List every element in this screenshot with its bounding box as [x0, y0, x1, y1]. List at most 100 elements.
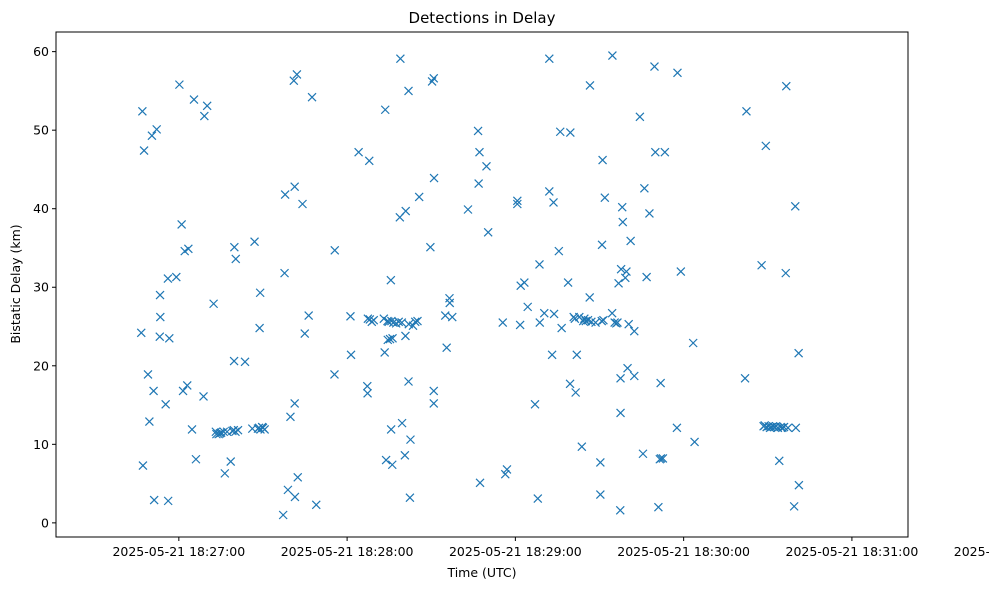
data-point	[199, 111, 209, 121]
data-point	[512, 199, 522, 209]
data-point	[547, 350, 557, 360]
data-point	[400, 450, 410, 460]
data-point	[330, 370, 339, 379]
data-point	[202, 101, 212, 111]
data-point	[300, 329, 310, 339]
data-point	[616, 264, 626, 274]
y-tick-label: 40	[33, 201, 49, 216]
data-point	[149, 386, 159, 396]
data-point	[790, 201, 800, 211]
data-point	[595, 490, 605, 500]
x-tick-label: 2025-05-21 18:30:00	[617, 544, 750, 559]
data-point	[483, 227, 493, 237]
data-point	[187, 424, 197, 434]
data-point	[231, 427, 240, 437]
data-point	[280, 268, 289, 278]
y-axis-label: Bistatic Delay (km)	[8, 224, 23, 343]
data-point	[639, 183, 649, 193]
data-point	[354, 147, 364, 157]
data-point	[137, 106, 147, 116]
data-point	[656, 454, 666, 463]
data-point	[386, 424, 396, 434]
data-point	[638, 449, 648, 459]
data-point	[429, 173, 439, 183]
data-point	[255, 323, 265, 333]
data-point	[502, 465, 512, 474]
data-point	[138, 461, 148, 470]
data-point	[410, 317, 420, 327]
x-tick-label: 2025-05-21 18:32:00	[954, 544, 989, 559]
data-point	[191, 454, 201, 464]
data-point	[385, 334, 395, 344]
data-point	[595, 457, 605, 467]
data-point	[255, 288, 265, 298]
data-point	[572, 350, 582, 360]
data-point	[544, 54, 554, 64]
data-point	[597, 240, 607, 250]
data-point	[147, 131, 157, 141]
data-point	[533, 494, 543, 503]
data-point	[475, 147, 484, 157]
data-point	[231, 254, 241, 264]
data-point	[482, 161, 491, 171]
data-point	[278, 510, 288, 520]
data-point	[199, 391, 208, 401]
data-point	[789, 501, 799, 511]
y-tick-label: 0	[41, 515, 49, 530]
plot-frame	[55, 31, 909, 538]
y-tick-label: 20	[33, 358, 49, 373]
data-point	[445, 298, 455, 308]
data-point	[183, 244, 193, 254]
data-point	[346, 311, 355, 321]
data-point	[607, 51, 617, 60]
y-axis: 0 10 20 30 40 50 60	[33, 44, 56, 530]
x-axis-label: Time (UTC)	[446, 565, 516, 580]
data-point	[622, 267, 631, 276]
data-point	[139, 146, 149, 156]
data-point	[292, 69, 302, 79]
data-point	[178, 386, 188, 396]
data-point	[535, 260, 544, 269]
x-axis: 2025-05-21 18:27:00 2025-05-21 18:28:00 20…	[112, 537, 989, 559]
data-point	[512, 196, 522, 206]
data-point	[519, 278, 529, 287]
data-point	[164, 333, 174, 343]
data-point	[406, 435, 415, 445]
data-point	[535, 318, 545, 328]
data-point	[290, 492, 300, 502]
data-point	[597, 316, 607, 326]
data-point	[136, 328, 146, 338]
data-point	[171, 272, 181, 282]
data-point	[615, 505, 625, 515]
data-point	[690, 437, 700, 447]
data-point	[226, 457, 236, 467]
data-point	[440, 311, 450, 320]
data-point	[598, 155, 608, 165]
data-point	[155, 332, 165, 342]
y-tick-label: 60	[33, 44, 49, 59]
data-point	[286, 412, 295, 422]
data-point	[387, 460, 397, 470]
data-point	[290, 399, 300, 408]
data-point	[395, 54, 405, 64]
data-point	[794, 480, 804, 490]
x-tick-label: 2025-05-21 18:31:00	[786, 544, 919, 559]
y-tick-label: 10	[33, 437, 49, 452]
data-point	[629, 326, 639, 336]
data-point	[363, 388, 373, 398]
data-point	[152, 124, 162, 134]
data-point	[211, 429, 221, 439]
data-point	[626, 236, 636, 246]
data-point	[544, 187, 554, 196]
data-point	[610, 318, 620, 328]
data-point	[250, 237, 259, 247]
data-point	[442, 343, 452, 353]
data-point	[781, 81, 791, 91]
plot-area	[56, 32, 908, 537]
data-point	[240, 357, 250, 367]
data-point	[794, 348, 804, 358]
data-point	[383, 335, 393, 345]
data-point	[774, 456, 784, 466]
data-point	[635, 112, 645, 122]
data-point	[163, 496, 173, 506]
